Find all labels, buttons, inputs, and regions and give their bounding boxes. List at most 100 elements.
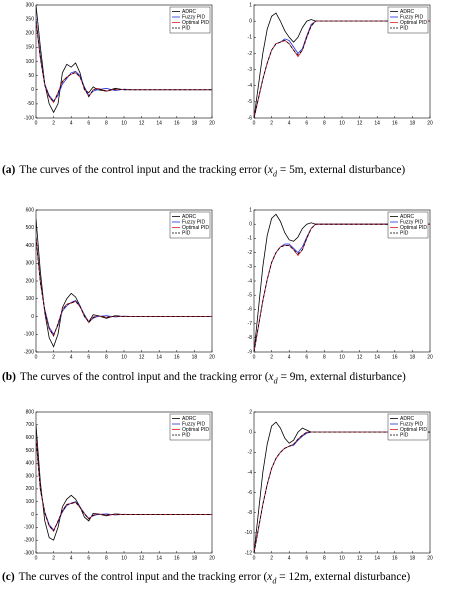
y-tick-label: 300 bbox=[26, 2, 35, 8]
y-tick-label: -2 bbox=[248, 51, 253, 57]
caption-var: x bbox=[268, 371, 274, 383]
y-tick-label: 300 bbox=[26, 261, 35, 267]
y-tick-label: 500 bbox=[26, 225, 35, 231]
legend-label: Fuzzy PID bbox=[400, 14, 423, 20]
caption-rest: = 12m, external disturbance) bbox=[276, 571, 411, 583]
legend-label: PID bbox=[182, 230, 191, 236]
caption-rest: = 9m, external disturbance) bbox=[277, 371, 406, 383]
x-tick-label: 6 bbox=[305, 354, 308, 360]
x-tick-label: 20 bbox=[209, 555, 215, 561]
y-tick-label: 0 bbox=[249, 222, 252, 228]
x-tick-label: 8 bbox=[323, 354, 326, 360]
y-tick-label: 400 bbox=[26, 461, 35, 467]
x-tick-label: 0 bbox=[253, 555, 256, 561]
legend-label: Fuzzy PID bbox=[400, 219, 423, 225]
x-tick-label: 14 bbox=[156, 555, 162, 561]
x-tick-label: 8 bbox=[105, 354, 108, 360]
legend-label: Optimal PID bbox=[400, 427, 427, 433]
x-tick-label: 16 bbox=[392, 120, 398, 126]
x-tick-label: 6 bbox=[305, 555, 308, 561]
legend-label: ADRC bbox=[182, 214, 197, 220]
caption-var: x bbox=[267, 164, 273, 176]
y-tick-label: -2 bbox=[248, 450, 253, 456]
x-tick-label: 10 bbox=[339, 555, 345, 561]
y-tick-label: 1 bbox=[249, 207, 252, 213]
y-tick-label: -6 bbox=[248, 490, 253, 496]
legend-label: Fuzzy PID bbox=[400, 421, 423, 427]
y-tick-label: 50 bbox=[28, 73, 34, 79]
x-tick-label: 10 bbox=[339, 120, 345, 126]
y-tick-label: 700 bbox=[26, 422, 35, 428]
x-tick-label: 18 bbox=[192, 120, 198, 126]
y-tick-label: -300 bbox=[24, 550, 34, 556]
x-tick-label: 8 bbox=[105, 120, 108, 126]
y-tick-label: -8 bbox=[248, 335, 253, 341]
x-tick-label: 16 bbox=[174, 555, 180, 561]
y-tick-label: 0 bbox=[31, 87, 34, 93]
legend-label: Optimal PID bbox=[400, 20, 427, 26]
y-tick-label: -100 bbox=[24, 332, 34, 338]
x-tick-label: 8 bbox=[323, 120, 326, 126]
x-tick-label: 18 bbox=[410, 354, 416, 360]
x-tick-label: 18 bbox=[192, 555, 198, 561]
x-tick-label: 8 bbox=[105, 555, 108, 561]
y-tick-label: -200 bbox=[24, 538, 34, 544]
x-tick-label: 12 bbox=[139, 555, 145, 561]
x-tick-label: 18 bbox=[192, 354, 198, 360]
y-tick-label: 100 bbox=[26, 59, 35, 65]
x-tick-label: 14 bbox=[374, 555, 380, 561]
x-tick-label: 10 bbox=[121, 120, 127, 126]
x-tick-label: 14 bbox=[374, 354, 380, 360]
line-series bbox=[254, 20, 430, 118]
y-tick-label: -5 bbox=[248, 293, 253, 299]
y-tick-label: -1 bbox=[248, 236, 253, 242]
caption-text: The curves of the control input and the … bbox=[19, 371, 269, 383]
legend-label: PID bbox=[400, 25, 409, 31]
legend-label: Optimal PID bbox=[182, 20, 209, 26]
y-tick-label: -7 bbox=[248, 321, 253, 327]
y-tick-label: 300 bbox=[26, 473, 35, 479]
caption-text: The curves of the control input and the … bbox=[18, 571, 268, 583]
line-series bbox=[36, 20, 212, 103]
x-tick-label: 16 bbox=[174, 120, 180, 126]
x-tick-label: 0 bbox=[35, 354, 38, 360]
y-tick-label: -1 bbox=[248, 35, 253, 41]
y-tick-label: 0 bbox=[249, 18, 252, 24]
y-tick-label: -200 bbox=[24, 349, 34, 355]
legend-label: PID bbox=[400, 230, 409, 236]
x-tick-label: 2 bbox=[52, 354, 55, 360]
x-tick-label: 16 bbox=[392, 555, 398, 561]
y-tick-label: 400 bbox=[26, 243, 35, 249]
y-tick-label: -100 bbox=[24, 115, 34, 121]
x-tick-label: 0 bbox=[253, 120, 256, 126]
caption-label: (c) bbox=[2, 571, 15, 583]
y-tick-label: -3 bbox=[248, 67, 253, 73]
caption-sub: d bbox=[272, 169, 277, 179]
x-tick-label: 4 bbox=[70, 120, 73, 126]
y-tick-label: -9 bbox=[248, 349, 253, 355]
y-tick-label: 100 bbox=[26, 499, 35, 505]
x-tick-label: 20 bbox=[209, 354, 215, 360]
x-tick-label: 18 bbox=[410, 555, 416, 561]
y-tick-label: 200 bbox=[26, 486, 35, 492]
legend-label: ADRC bbox=[400, 416, 415, 422]
x-tick-label: 12 bbox=[357, 120, 363, 126]
x-tick-label: 2 bbox=[270, 354, 273, 360]
caption-text: The curves of the control input and the … bbox=[19, 164, 268, 176]
x-tick-label: 14 bbox=[156, 354, 162, 360]
y-tick-label: 250 bbox=[26, 16, 35, 22]
y-tick-label: -3 bbox=[248, 264, 253, 270]
x-tick-label: 2 bbox=[270, 120, 273, 126]
legend-label: Optimal PID bbox=[182, 225, 209, 231]
x-tick-label: 20 bbox=[427, 354, 433, 360]
legend-label: ADRC bbox=[400, 214, 415, 220]
legend-label: Optimal PID bbox=[400, 225, 427, 231]
x-tick-label: 10 bbox=[339, 354, 345, 360]
y-tick-label: 600 bbox=[26, 207, 35, 213]
legend-label: Fuzzy PID bbox=[182, 421, 205, 427]
caption-label: (b) bbox=[2, 371, 16, 383]
x-tick-label: 14 bbox=[156, 120, 162, 126]
caption-sub: d bbox=[272, 576, 277, 586]
x-tick-label: 16 bbox=[174, 354, 180, 360]
x-tick-label: 12 bbox=[357, 555, 363, 561]
